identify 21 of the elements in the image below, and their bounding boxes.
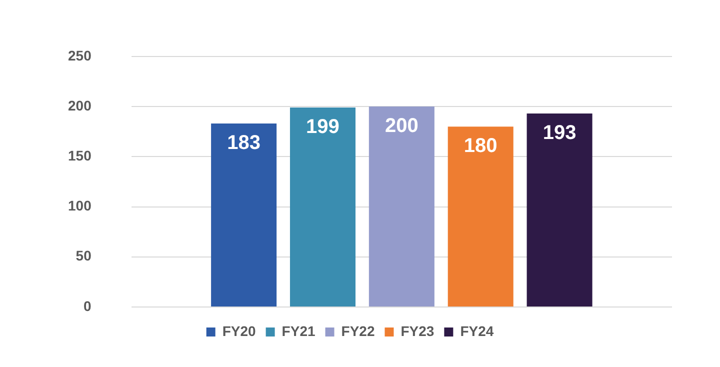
data-label: 193 — [542, 122, 576, 144]
y-tick-label: 250 — [68, 47, 92, 64]
data-label: 180 — [464, 135, 498, 158]
legend-label: FY24 — [460, 322, 494, 339]
y-tick-label: 50 — [76, 248, 92, 264]
legend-label: FY20 — [222, 322, 256, 339]
bar — [211, 124, 277, 306]
y-tick-label: 0 — [84, 298, 92, 314]
y-tick-label: 200 — [68, 97, 92, 114]
legend-label: FY21 — [282, 322, 316, 339]
bar — [526, 114, 592, 306]
bar — [368, 106, 434, 306]
bar — [448, 126, 514, 306]
y-tick-label: 100 — [68, 198, 92, 214]
bar — [290, 108, 356, 306]
data-label: 200 — [384, 115, 418, 138]
legend-label: FY22 — [341, 322, 375, 339]
data-label: 199 — [306, 116, 340, 138]
y-tick-label: 150 — [68, 148, 92, 164]
legend-label: FY23 — [400, 322, 434, 339]
data-label: 183 — [227, 132, 260, 154]
